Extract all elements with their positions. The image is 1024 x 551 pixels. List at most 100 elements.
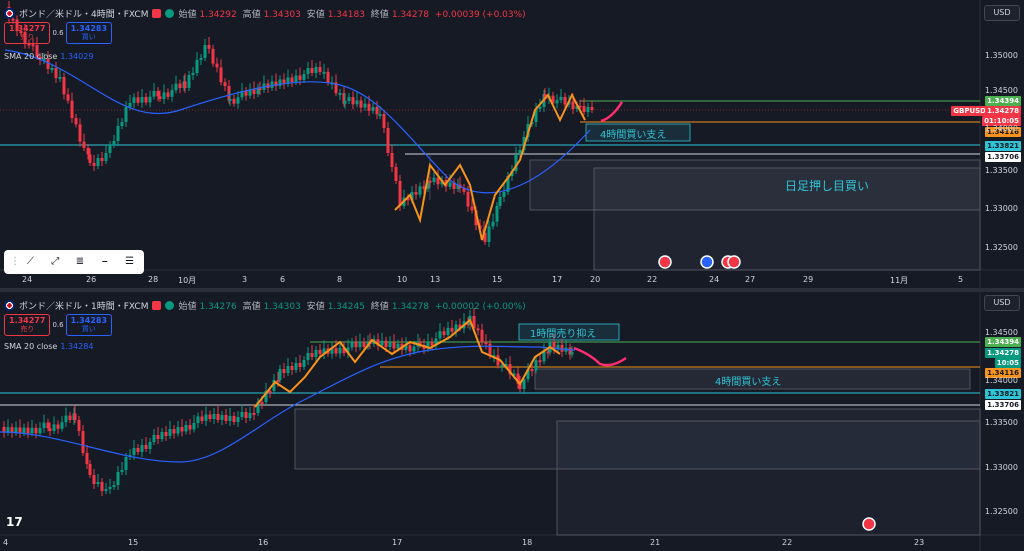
time-tick: 28 (148, 275, 159, 284)
candle (568, 347, 572, 355)
candle (227, 86, 231, 101)
currency-button[interactable]: USD (984, 295, 1020, 311)
candle (258, 87, 262, 90)
price-tick: 1.32500 (984, 507, 1018, 516)
candle (160, 432, 164, 439)
candle (104, 153, 108, 161)
price-tick: 1.33500 (984, 418, 1018, 427)
candle (590, 107, 594, 110)
candle (199, 58, 203, 60)
candle (410, 192, 414, 201)
market-status-icon[interactable] (152, 301, 162, 310)
candle (442, 331, 446, 336)
candle (418, 341, 422, 345)
event-markers-4h[interactable] (658, 255, 741, 269)
candle (30, 427, 34, 434)
candle (290, 77, 294, 82)
close-value: 1.34278 (391, 302, 430, 312)
ray-icon[interactable]: ⤢ (51, 256, 60, 267)
candle (406, 197, 410, 201)
annotation-1h-resist[interactable]: 1時間売り抑え (530, 329, 597, 340)
live-dot-icon (165, 9, 175, 18)
candle (436, 177, 440, 185)
candle (132, 448, 136, 455)
sma-legend-1h[interactable]: SMA 20 close 1.34284 (4, 342, 94, 351)
price-tick: 1.35000 (984, 51, 1018, 60)
price-tick: 1.34500 (984, 86, 1018, 95)
candle (68, 415, 72, 420)
price-tick: 1.34000 (984, 376, 1018, 385)
annotation-daily-dip[interactable]: 日足押し目買い (785, 179, 870, 193)
symbol-title[interactable]: ポンド／米ドル・4時間・FXCM (19, 10, 149, 20)
candle (54, 68, 58, 78)
candle (62, 77, 66, 95)
symbol-title[interactable]: ポンド／米ドル・1時間・FXCM (19, 302, 149, 312)
candle (223, 82, 227, 86)
annotation-4h-support[interactable]: 4時間買い支え (715, 377, 782, 388)
candle (270, 81, 274, 88)
candle (124, 457, 128, 470)
horizontal-line-icon[interactable]: ⎯ (102, 256, 108, 267)
low-value: 1.34245 (327, 302, 365, 312)
sma-legend-4h[interactable]: SMA 20 close 1.34029 (4, 52, 94, 61)
candle (78, 124, 82, 142)
candle (168, 429, 172, 436)
drag-handle-icon[interactable]: ⋮ (10, 256, 20, 267)
candle (188, 425, 192, 430)
candle (116, 126, 120, 141)
buy-button[interactable]: 1.34283 買い (65, 22, 113, 44)
low-label: 安値 (306, 10, 325, 20)
candle (81, 431, 85, 453)
pane-separator[interactable] (0, 288, 1024, 292)
candle (203, 45, 207, 58)
candle (330, 348, 334, 354)
event-marker-1h[interactable] (862, 517, 876, 531)
candle (448, 182, 452, 187)
candle (104, 489, 108, 491)
time-tick: 26 (86, 275, 97, 284)
price-tick: 1.33000 (984, 204, 1018, 213)
annotation-4h-support[interactable]: 4時間買い支え (600, 130, 667, 141)
candle (215, 63, 219, 68)
market-status-icon[interactable] (152, 9, 162, 18)
candle (286, 366, 290, 373)
candle (398, 181, 402, 206)
chart-canvas-4h[interactable] (0, 0, 1024, 290)
candle (212, 414, 216, 419)
high-label: 高値 (242, 10, 261, 20)
parallel-channel-icon[interactable]: ☰ (125, 256, 135, 267)
close-value: 1.34278 (391, 10, 430, 20)
candle (272, 380, 276, 391)
candle (500, 364, 504, 367)
fib-icon[interactable]: ≣ (75, 256, 85, 267)
candle (570, 352, 574, 355)
candle (276, 380, 280, 382)
candle (476, 328, 480, 331)
candle (128, 103, 132, 107)
candle (483, 232, 487, 242)
candle (178, 83, 182, 88)
candle (371, 107, 375, 111)
candle (290, 366, 294, 370)
sell-button[interactable]: 1.34277 売り (4, 314, 51, 336)
trend-line-icon[interactable]: ⟋ (26, 256, 34, 267)
candle (552, 342, 556, 349)
candle (38, 428, 42, 434)
candle (586, 107, 590, 112)
chart-canvas-1h[interactable] (0, 292, 1024, 551)
buy-button[interactable]: 1.34283 買い (65, 314, 113, 336)
sell-button[interactable]: 1.34277 売り (4, 22, 51, 44)
currency-button[interactable]: USD (984, 5, 1020, 21)
candle (376, 339, 380, 346)
candle (112, 141, 116, 145)
chart-pane-1h[interactable]: ポンド／米ドル・1時間・FXCM 始値 1.34276 高値 1.34303 安値 1… (0, 292, 1024, 551)
price-tick: 1.34500 (984, 328, 1018, 337)
candle (380, 340, 384, 346)
candle (422, 186, 426, 189)
candle (359, 100, 363, 108)
tradingview-logo[interactable]: 17 (6, 515, 23, 529)
candle (148, 442, 152, 449)
chart-pane-4h[interactable]: ポンド／米ドル・4時間・FXCM 始値 1.34292 高値 1.34303 安値 1… (0, 0, 1024, 290)
candle (575, 105, 579, 109)
candle (252, 89, 256, 94)
